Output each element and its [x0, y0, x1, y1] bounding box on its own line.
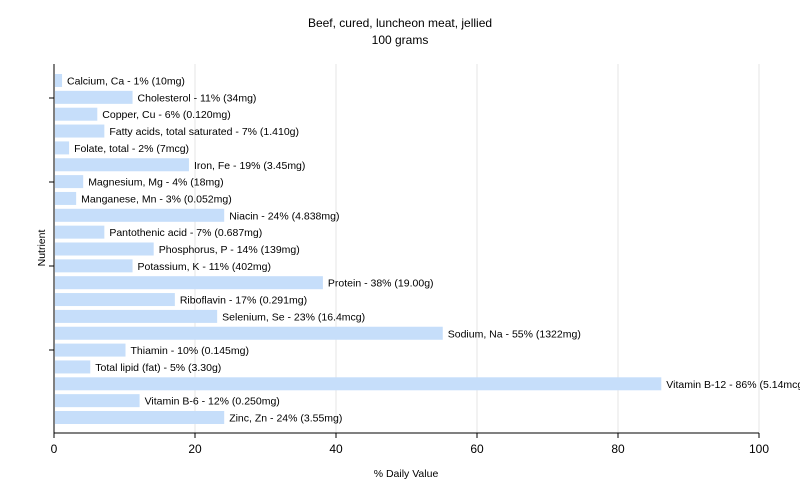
- bar-label: Iron, Fe - 19% (3.45mg): [194, 160, 305, 172]
- bar-label: Magnesium, Mg - 4% (18mg): [88, 177, 223, 189]
- bar-label: Thiamin - 10% (0.145mg): [131, 345, 249, 357]
- bar-label: Riboflavin - 17% (0.291mg): [180, 295, 307, 307]
- bar: [55, 309, 218, 323]
- bar: [55, 276, 323, 290]
- x-tick-label: 80: [611, 442, 625, 456]
- chart-title: Beef, cured, luncheon meat, jellied: [308, 16, 492, 30]
- x-tick-label: 100: [749, 442, 769, 456]
- bar: [55, 124, 105, 138]
- bar: [55, 191, 77, 205]
- bar-label: Vitamin B-12 - 86% (5.14mcg): [666, 379, 800, 391]
- bar-label: Copper, Cu - 6% (0.120mg): [102, 109, 230, 121]
- bar-label: Manganese, Mn - 3% (0.052mg): [81, 193, 232, 205]
- bar: [55, 74, 63, 87]
- bar: [55, 208, 225, 222]
- bar: [55, 158, 189, 172]
- bar-label: Niacin - 24% (4.838mg): [229, 210, 339, 222]
- bar-label: Potassium, K - 11% (402mg): [138, 261, 271, 273]
- grid-lines: [194, 64, 760, 433]
- bar: [55, 90, 133, 104]
- x-tick-label: 60: [470, 442, 484, 456]
- bar: [55, 377, 662, 391]
- bar: [55, 293, 175, 307]
- bar-label: Vitamin B-6 - 12% (0.250mg): [145, 396, 280, 408]
- bar: [55, 394, 140, 408]
- bar-label: Total lipid (fat) - 5% (3.30g): [95, 362, 221, 374]
- chart-subtitle: 100 grams: [372, 33, 429, 47]
- bar-label: Calcium, Ca - 1% (10mg): [67, 76, 185, 88]
- bar-label: Fatty acids, total saturated - 7% (1.410…: [109, 126, 299, 138]
- y-axis-label: Nutrient: [36, 230, 48, 267]
- x-tick-label: 40: [329, 442, 343, 456]
- bar: [55, 326, 443, 340]
- x-tick-label: 20: [188, 442, 202, 456]
- axes: [49, 64, 759, 434]
- bar-label: Selenium, Se - 23% (16.4mcg): [222, 311, 365, 323]
- x-ticks: 0 20 40 60 80 100: [51, 433, 769, 456]
- bar: [55, 107, 98, 121]
- bar-label: Protein - 38% (19.00g): [328, 278, 434, 290]
- bar: [55, 343, 126, 357]
- bar-label: Cholesterol - 11% (34mg): [138, 92, 257, 104]
- bar-label: Pantothenic acid - 7% (0.687mg): [109, 227, 262, 239]
- bar: [55, 175, 84, 189]
- bar: [55, 360, 91, 374]
- bar-label: Folate, total - 2% (7mcg): [74, 143, 189, 155]
- bar-label: Sodium, Na - 55% (1322mg): [448, 328, 581, 340]
- x-axis-label: % Daily Value: [374, 468, 439, 480]
- bar: [55, 411, 225, 424]
- bar: [55, 225, 105, 239]
- x-tick-label: 0: [51, 442, 58, 456]
- bar: [55, 242, 154, 256]
- bars: Calcium, Ca - 1% (10mg) Cholesterol - 11%…: [55, 74, 800, 425]
- bar-label: Phosphorus, P - 14% (139mg): [159, 244, 300, 256]
- bar: [55, 259, 133, 273]
- bar: [55, 141, 70, 155]
- bar-label: Zinc, Zn - 24% (3.55mg): [229, 413, 342, 425]
